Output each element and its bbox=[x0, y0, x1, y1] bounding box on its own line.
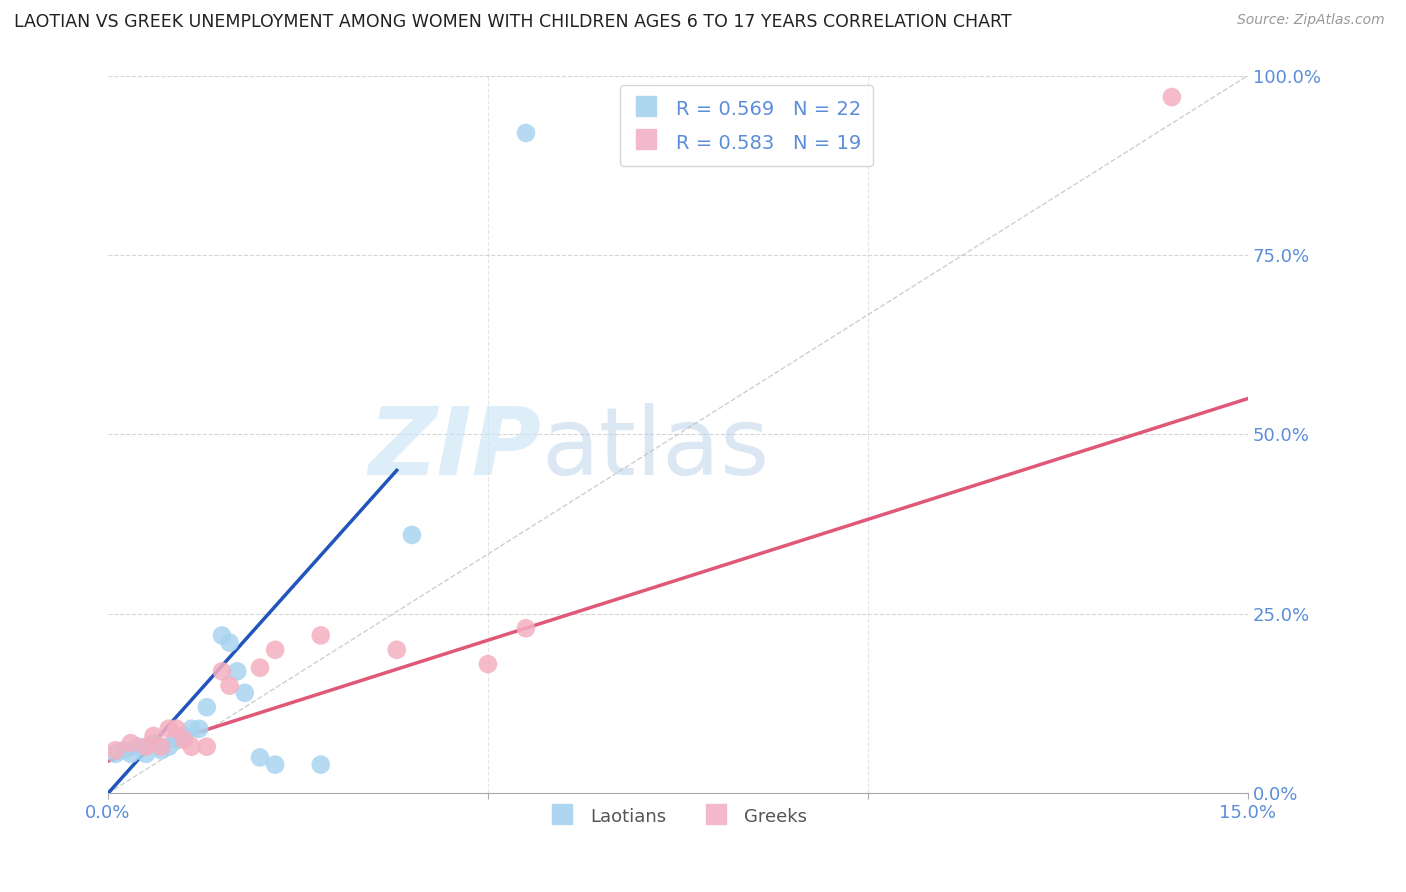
Point bbox=[104, 747, 127, 761]
Point bbox=[120, 736, 142, 750]
Point bbox=[249, 750, 271, 764]
Point bbox=[135, 739, 157, 754]
Point bbox=[173, 729, 195, 743]
Point bbox=[401, 528, 423, 542]
Point bbox=[127, 739, 149, 754]
Text: Source: ZipAtlas.com: Source: ZipAtlas.com bbox=[1237, 13, 1385, 28]
Point bbox=[1160, 90, 1182, 104]
Text: ZIP: ZIP bbox=[368, 403, 541, 495]
Point bbox=[157, 722, 180, 736]
Point bbox=[309, 628, 332, 642]
Point bbox=[150, 739, 173, 754]
Point bbox=[157, 739, 180, 754]
Point bbox=[165, 732, 187, 747]
Point bbox=[165, 722, 187, 736]
Point bbox=[233, 686, 256, 700]
Point bbox=[249, 661, 271, 675]
Point bbox=[120, 747, 142, 761]
Point bbox=[135, 747, 157, 761]
Point bbox=[142, 729, 165, 743]
Point bbox=[477, 657, 499, 672]
Text: atlas: atlas bbox=[541, 403, 769, 495]
Point bbox=[112, 743, 135, 757]
Point bbox=[104, 743, 127, 757]
Point bbox=[264, 757, 287, 772]
Point bbox=[188, 722, 211, 736]
Point bbox=[150, 743, 173, 757]
Legend: Laotians, Greeks: Laotians, Greeks bbox=[541, 798, 814, 835]
Point bbox=[515, 126, 537, 140]
Point bbox=[142, 736, 165, 750]
Point bbox=[264, 642, 287, 657]
Point bbox=[218, 635, 240, 649]
Point bbox=[309, 757, 332, 772]
Point bbox=[195, 739, 218, 754]
Point bbox=[515, 621, 537, 635]
Point bbox=[211, 628, 233, 642]
Point bbox=[180, 739, 202, 754]
Point bbox=[180, 722, 202, 736]
Text: LAOTIAN VS GREEK UNEMPLOYMENT AMONG WOMEN WITH CHILDREN AGES 6 TO 17 YEARS CORRE: LAOTIAN VS GREEK UNEMPLOYMENT AMONG WOME… bbox=[14, 13, 1012, 31]
Point bbox=[211, 665, 233, 679]
Point bbox=[226, 665, 249, 679]
Point bbox=[218, 679, 240, 693]
Point bbox=[385, 642, 408, 657]
Point bbox=[173, 732, 195, 747]
Point bbox=[195, 700, 218, 714]
